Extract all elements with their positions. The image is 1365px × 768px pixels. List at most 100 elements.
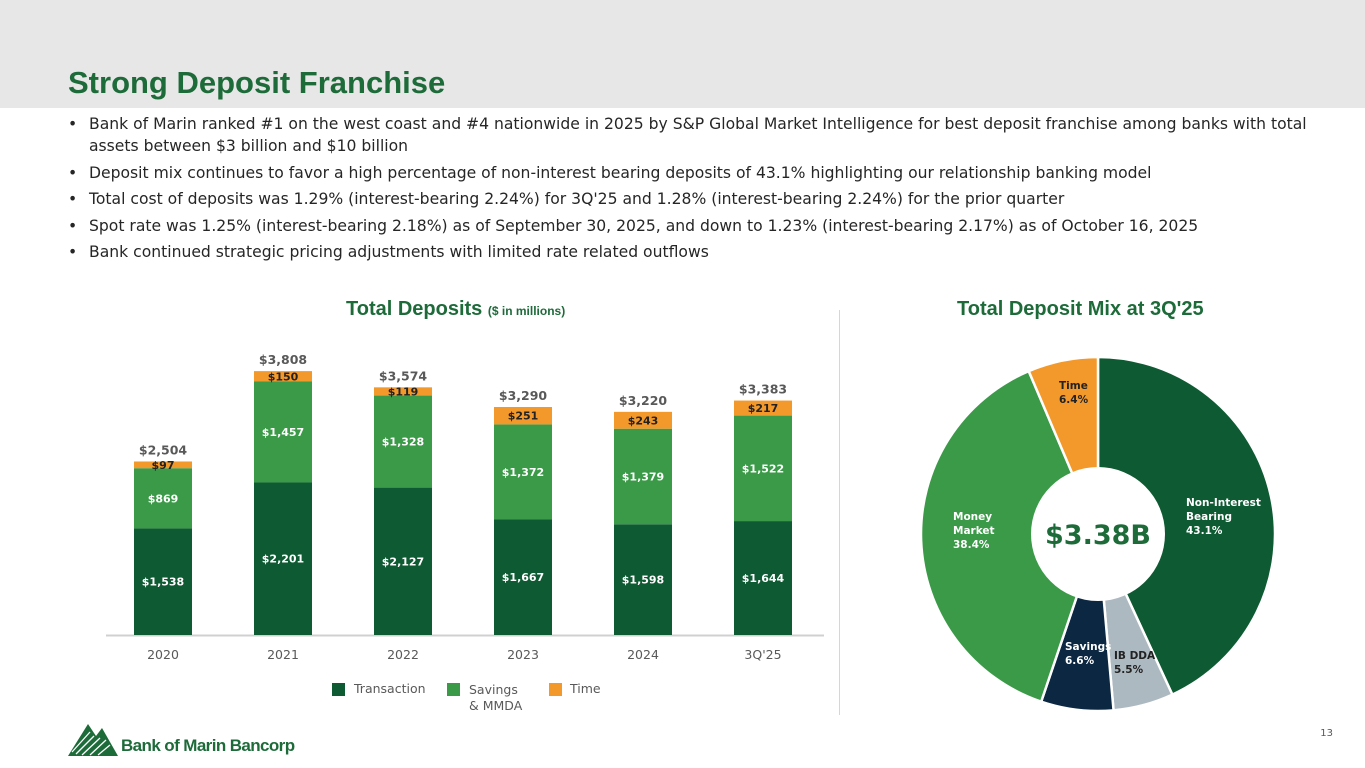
bullet-item: • Bank continued strategic pricing adjust…: [68, 241, 1318, 263]
bar-transaction-2: [374, 487, 432, 635]
donut-center-label: $3.38B: [1045, 520, 1151, 551]
bar-value-label: $150: [268, 370, 299, 383]
bar-value-label: $251: [508, 410, 539, 423]
donut-slice-label: Money: [953, 511, 992, 523]
bar-total-label: $3,220: [619, 393, 668, 408]
x-tick-label: 3Q'25: [744, 647, 781, 662]
donut-slice-label: 6.4%: [1059, 394, 1089, 406]
x-tick-label: 2020: [147, 647, 179, 662]
x-tick-label: 2021: [267, 647, 299, 662]
bar-chart-title: Total Deposits ($ in millions): [346, 298, 565, 321]
bullet-text: Deposit mix continues to favor a high pe…: [89, 163, 1152, 182]
legend-label-savings: Savings & MMDA: [469, 682, 522, 714]
donut-slice-money-market: [919, 369, 1100, 704]
logo-mountain-icon: [68, 724, 118, 756]
bar-savings-mmda-4: [614, 428, 672, 525]
bar-transaction-3: [494, 519, 552, 635]
bar-value-label: $1,522: [742, 462, 784, 475]
chart-divider: [839, 310, 840, 715]
bar-total-label: $3,290: [499, 388, 548, 403]
donut-slice-label: 43.1%: [1186, 525, 1223, 537]
page-title: Strong Deposit Franchise: [68, 65, 446, 100]
donut-slice-label: 6.6%: [1065, 655, 1095, 667]
bullet-list: • Bank of Marin ranked #1 on the west coa…: [68, 113, 1318, 268]
bar-chart-title-text: Total Deposits: [346, 298, 483, 320]
legend-swatch-transaction: [332, 683, 345, 696]
bullet-marker: •: [68, 216, 78, 235]
legend-swatch-time: [549, 683, 562, 696]
bar-value-label: $1,667: [502, 571, 544, 584]
bar-time-1: [254, 371, 312, 382]
bar-value-label: $1,538: [142, 576, 184, 589]
bullet-text: Bank of Marin ranked #1 on the west coas…: [89, 115, 1307, 155]
bar-total-label: $3,383: [739, 382, 787, 397]
header-band: [0, 0, 1365, 108]
bar-value-label: $1,372: [502, 466, 544, 479]
donut-hole: [1031, 467, 1165, 601]
donut-slice-label: 5.5%: [1114, 664, 1144, 676]
bar-transaction-0: [134, 528, 192, 635]
bar-time-2: [374, 387, 432, 396]
bar-transaction-1: [254, 482, 312, 635]
bullet-text: Bank continued strategic pricing adjustm…: [89, 243, 709, 261]
donut-slice-label: Market: [953, 525, 995, 537]
x-tick-label: 2024: [627, 647, 659, 662]
bullet-item: • Deposit mix continues to favor a high p…: [68, 162, 1318, 184]
legend-label-transaction: Transaction: [354, 681, 426, 696]
donut-slice-non-interest-bearing: [1096, 355, 1277, 697]
bullet-text: Spot rate was 1.25% (interest-bearing 2.…: [89, 216, 1199, 235]
bullet-item: • Total cost of deposits was 1.29% (inter…: [68, 188, 1318, 210]
bar-time-0: [134, 461, 192, 469]
donut-slice-label: Savings: [1065, 641, 1111, 653]
donut-slice-label: 38.4%: [953, 539, 990, 551]
bar-value-label: $1,328: [382, 436, 424, 449]
donut-slice-label: Non-Interest: [1186, 497, 1261, 509]
bullet-marker: •: [68, 163, 78, 182]
bar-time-4: [614, 411, 672, 429]
logo-text: Bank of Marin Bancorp: [121, 736, 295, 755]
bar-total-label: $3,574: [379, 368, 428, 383]
bar-savings-mmda-1: [254, 381, 312, 483]
bar-total-label: $3,808: [259, 352, 307, 367]
bar-savings-mmda-3: [494, 424, 552, 520]
donut-slice-label: Bearing: [1186, 511, 1232, 523]
bar-chart-subtitle: ($ in millions): [487, 304, 566, 318]
bar-savings-mmda-0: [134, 468, 192, 529]
legend-label-savings-line1: Savings: [469, 682, 518, 697]
donut-chart-title: Total Deposit Mix at 3Q'25: [957, 298, 1204, 320]
bar-chart: $1,538 $869 $97 $2,504 2020 $2,201 $1,457 $150 $…: [106, 352, 824, 662]
bullet-marker: •: [68, 190, 78, 208]
bar-value-label: $217: [748, 402, 779, 415]
page-number: 13: [1320, 728, 1333, 739]
bar-value-label: $1,644: [742, 572, 785, 585]
x-tick-label: 2023: [507, 647, 539, 662]
bar-value-label: $243: [628, 414, 659, 427]
donut-slice-label: Time: [1059, 380, 1088, 392]
bar-transaction-4: [614, 524, 672, 635]
bar-value-label: $869: [148, 492, 179, 505]
bullet-marker: •: [68, 243, 78, 261]
bar-value-label: $2,127: [382, 555, 424, 568]
bar-transaction-5: [734, 521, 792, 635]
bar-value-label: $1,379: [622, 470, 664, 483]
legend-swatch-savings: [447, 683, 460, 696]
bullet-text: Total cost of deposits was 1.29% (intere…: [89, 190, 1065, 208]
bullet-item: • Spot rate was 1.25% (interest-bearing 2…: [68, 215, 1318, 237]
bullet-marker: •: [68, 115, 78, 133]
bar-value-label: $1,457: [262, 426, 304, 439]
x-tick-label: 2022: [387, 647, 419, 662]
bar-savings-mmda-2: [374, 395, 432, 488]
donut-chart: $3.38B Non-Interest Bearing 43.1% IB DDA 5.5%…: [919, 355, 1277, 713]
bar-savings-mmda-5: [734, 415, 792, 522]
legend-label-time: Time: [570, 681, 601, 696]
donut-slice-label: IB DDA: [1114, 650, 1156, 662]
bar-time-5: [734, 400, 792, 416]
bar-total-label: $2,504: [139, 442, 188, 457]
bullet-item: • Bank of Marin ranked #1 on the west coa…: [68, 113, 1318, 157]
bar-value-label: $1,598: [622, 574, 664, 587]
legend-label-savings-line2: & MMDA: [469, 698, 523, 713]
bar-value-label: $97: [152, 459, 175, 472]
bar-time-3: [494, 407, 552, 425]
bar-value-label: $119: [388, 385, 419, 398]
bar-value-label: $2,201: [262, 553, 304, 566]
